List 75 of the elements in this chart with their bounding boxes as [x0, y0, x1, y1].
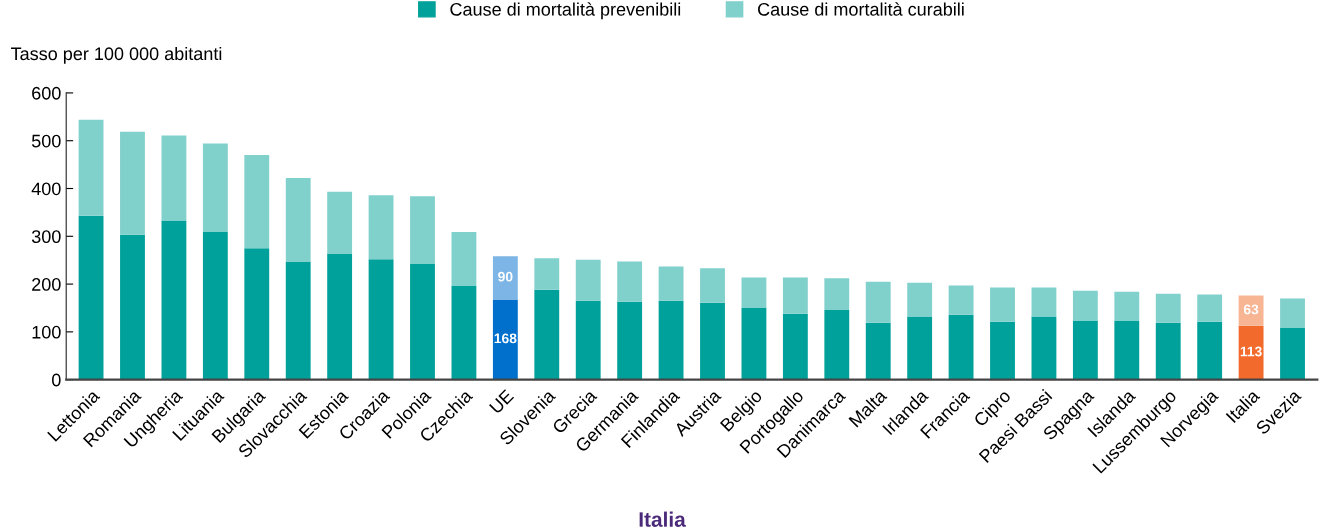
y-tick-label: 0: [52, 373, 61, 387]
bar: [1238, 325, 1264, 380]
bar: [1072, 290, 1098, 321]
bar: [161, 135, 187, 221]
bar: [368, 259, 394, 380]
bar: [1280, 327, 1305, 380]
bar: [1072, 320, 1098, 380]
bar: [78, 119, 104, 216]
bar: [1031, 316, 1057, 380]
bar: [741, 277, 767, 308]
bar: [244, 155, 270, 249]
bar: [1031, 287, 1057, 317]
bar: [1197, 321, 1223, 380]
bar: [617, 301, 643, 380]
bar: [782, 313, 808, 380]
bar: [285, 262, 311, 380]
bar: [575, 259, 601, 301]
bar: [865, 322, 891, 380]
bar: [451, 231, 477, 286]
data-label: 168: [494, 333, 517, 344]
bar: [285, 177, 311, 263]
bar: [865, 281, 891, 323]
bar: [990, 321, 1015, 380]
bar: [534, 289, 560, 380]
bar: [948, 314, 974, 380]
y-tick-label: 400: [31, 182, 61, 196]
bar: [907, 316, 933, 380]
bar: [824, 309, 850, 380]
bar: [907, 282, 933, 317]
data-label: 63: [1243, 304, 1259, 315]
bar: [1155, 293, 1181, 323]
y-tick-label: 200: [32, 278, 61, 291]
bar: [700, 268, 725, 303]
bar: [741, 307, 767, 380]
data-label: 90: [498, 271, 513, 282]
bar: [410, 196, 435, 264]
bar: [368, 195, 394, 260]
bar: [617, 261, 643, 302]
bar: [202, 231, 228, 380]
bar: [948, 285, 974, 315]
bar: [1114, 320, 1140, 380]
bar: [1280, 298, 1305, 328]
y-tick-label: 600: [32, 86, 61, 100]
bar: [1114, 291, 1140, 321]
bar: [120, 131, 145, 235]
bar: [658, 300, 684, 380]
bar: [327, 253, 353, 380]
bar: [824, 278, 850, 310]
bar: [410, 263, 435, 380]
y-tick-label: 500: [31, 134, 61, 148]
bar: [1197, 294, 1223, 322]
bar: [990, 287, 1015, 322]
y-axis-title: Tasso per 100 000 abitanti: [11, 46, 222, 64]
bar: [700, 302, 725, 380]
bar: [202, 143, 228, 232]
bar: [78, 215, 104, 380]
bar: [244, 248, 270, 380]
legend-label: Cause di mortalità prevenibili: [450, 2, 681, 20]
legend-label: Cause di mortalità curabili: [758, 2, 964, 16]
bar: [327, 191, 353, 254]
bar: [120, 234, 145, 380]
bar: [161, 220, 187, 380]
bar: [492, 299, 518, 380]
y-tick-label: 300: [31, 230, 61, 244]
bar: [658, 266, 684, 301]
bar: [1238, 295, 1264, 326]
bar: [451, 286, 477, 380]
bar: [782, 277, 808, 314]
bar: [492, 256, 518, 300]
bar: [575, 300, 601, 380]
y-tick-label: 100: [32, 325, 61, 339]
bar: [1155, 322, 1181, 380]
text: Italia: [639, 511, 686, 527]
data-label: 113: [1240, 346, 1262, 357]
bar: [534, 258, 560, 290]
